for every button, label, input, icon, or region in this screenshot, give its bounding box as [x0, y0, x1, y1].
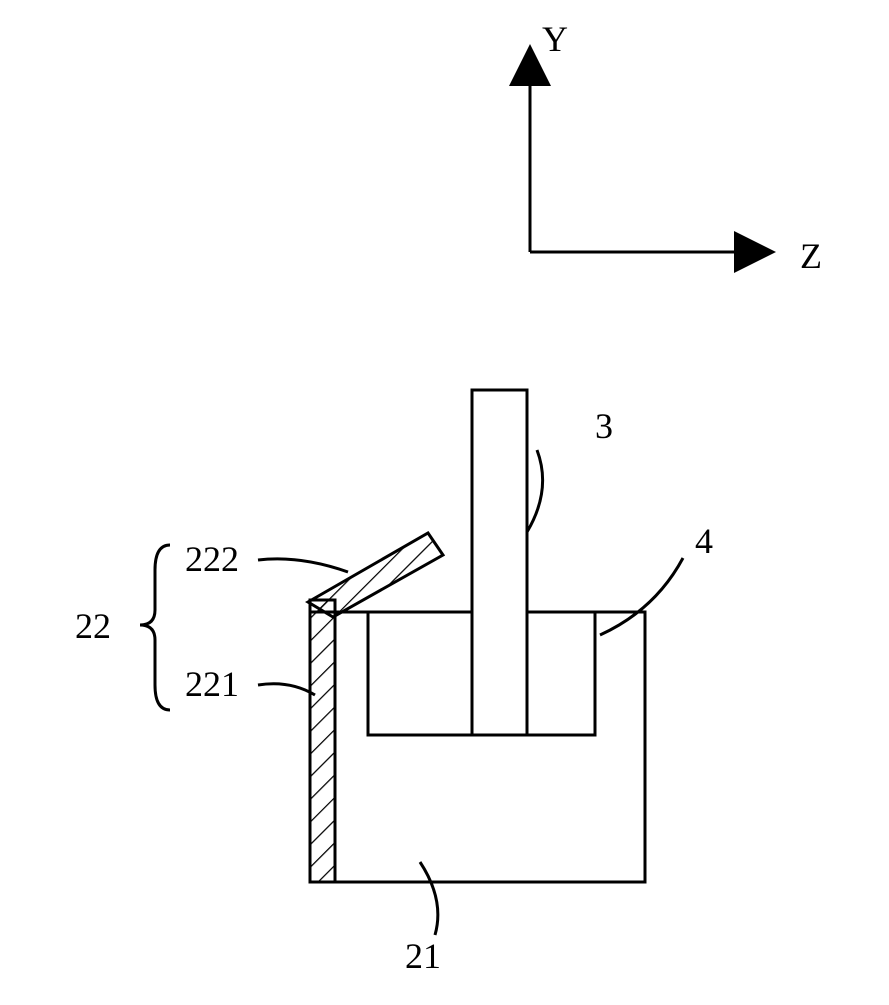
leader-4 — [600, 558, 683, 635]
label-222: 222 — [185, 538, 239, 580]
leader-221 — [258, 684, 315, 695]
label-221: 221 — [185, 663, 239, 705]
y-axis-label: Y — [542, 18, 568, 60]
label-21: 21 — [405, 935, 441, 977]
technical-diagram: Y Z 3 4 222 221 22 21 — [0, 0, 889, 1000]
label-4: 4 — [695, 520, 713, 562]
part-221 — [310, 600, 335, 882]
coordinate-axes — [530, 50, 770, 252]
part-222 — [308, 533, 443, 617]
part-3-bar — [472, 390, 527, 735]
z-axis-label: Z — [800, 235, 822, 277]
label-3: 3 — [595, 405, 613, 447]
leader-3 — [527, 450, 543, 532]
leader-222 — [258, 559, 348, 572]
leader-21 — [420, 862, 438, 935]
brace-22 — [140, 545, 170, 710]
label-22: 22 — [75, 605, 111, 647]
diagram-svg — [0, 0, 889, 1000]
